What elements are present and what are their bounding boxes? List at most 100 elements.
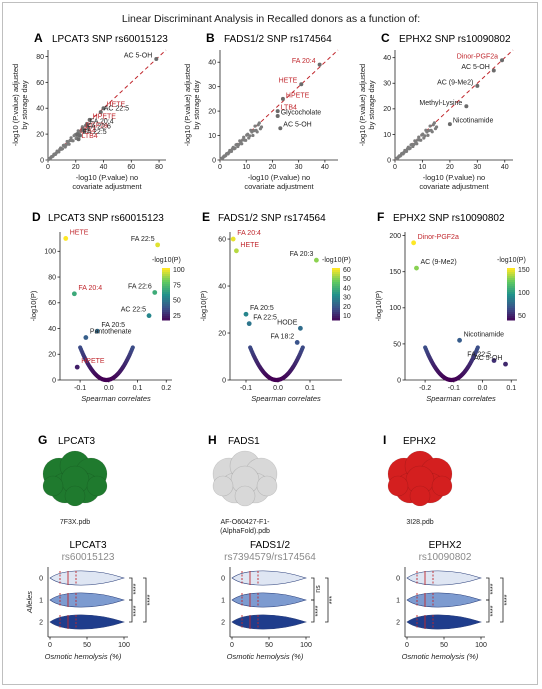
x-axis-label: Osmotic hemolysis (%) xyxy=(227,652,304,661)
y-tick-label: 100 xyxy=(44,249,56,256)
y-tick-label: 40 xyxy=(36,106,44,113)
x-axis-label: covariate adjustment xyxy=(72,182,142,191)
background-point xyxy=(259,125,264,129)
x-tick-label: -0.1 xyxy=(74,385,86,392)
x-tick-label: 50 xyxy=(265,642,273,649)
violin-snp-label: rs60015123 xyxy=(62,552,115,563)
data-point xyxy=(74,364,80,370)
point-label: HPETE xyxy=(286,92,310,99)
background-point xyxy=(408,146,412,150)
violin-shape xyxy=(231,592,307,608)
data-point xyxy=(84,123,89,128)
legend-swatch xyxy=(507,312,515,315)
significance-label: **** xyxy=(490,605,497,616)
allele-tick-label: 2 xyxy=(396,620,400,627)
data-point xyxy=(447,122,452,127)
background-point xyxy=(415,142,419,146)
x-tick-label: 0.0 xyxy=(478,385,488,392)
violin-gene-label: LPCAT3 xyxy=(69,540,106,551)
background-point xyxy=(57,150,61,154)
panel-title: EPHX2 xyxy=(403,436,436,447)
legend-swatch xyxy=(332,286,340,289)
structure-blob xyxy=(64,485,86,507)
y-axis-label-group: -log10 (P.value) adjusted by storage day xyxy=(11,64,29,146)
y-tick-label: 0 xyxy=(387,157,391,164)
y-tick-label: 80 xyxy=(48,274,56,281)
legend-swatch xyxy=(332,270,340,273)
allele-tick-label: 2 xyxy=(221,620,225,627)
y-tick-label: 80 xyxy=(36,54,44,61)
legend-swatch xyxy=(507,302,515,305)
background-point xyxy=(419,138,423,142)
legend-swatch xyxy=(332,312,340,315)
background-point xyxy=(229,149,234,153)
scatter-panel-a: A LPCAT3 SNP rs60015123 00 20 20 40 40 60 60 80 80… xyxy=(11,31,168,191)
legend-swatch xyxy=(332,268,340,271)
point-label: Nicotinamide xyxy=(464,331,505,338)
y-axis-label: -log10(P) xyxy=(199,290,208,321)
y-tick-label: 0 xyxy=(52,377,56,384)
legend-swatch xyxy=(162,306,170,309)
panel-letter: C xyxy=(381,31,390,45)
data-point xyxy=(101,106,106,111)
x-axis-label: -log10 (P.value) no xyxy=(76,173,138,182)
significance-label: **** xyxy=(315,605,322,616)
panel-letter: G xyxy=(38,433,47,447)
legend-swatch xyxy=(332,308,340,311)
y-tick-label: 50 xyxy=(393,341,401,348)
x-tick-label: 40 xyxy=(501,164,509,171)
legend-swatch xyxy=(162,294,170,297)
background-point xyxy=(130,345,135,350)
x-axis-label: covariate adjustment xyxy=(244,182,314,191)
x-tick-label: 50 xyxy=(440,642,448,649)
background-point xyxy=(87,125,91,130)
volcano-panel-f: F EPHX2 SNP rs10090802 -0.2 -0.1 0.0 0.1 0 50 10… xyxy=(374,210,530,403)
point-label: FA 20:3 xyxy=(290,251,314,258)
data-point xyxy=(457,337,462,343)
legend-swatch xyxy=(507,310,515,313)
panel-letter: I xyxy=(383,433,386,447)
legend-swatch xyxy=(332,310,340,313)
legend-swatch xyxy=(332,280,340,283)
legend-swatch xyxy=(332,304,340,307)
point-label: FA 20:4 xyxy=(78,285,102,292)
axes xyxy=(217,50,338,163)
axes xyxy=(227,232,342,383)
axes xyxy=(229,567,310,640)
legend-swatch xyxy=(332,306,340,309)
structure-file-label: 3I28.pdb xyxy=(406,519,433,526)
allele-tick-label: 1 xyxy=(221,598,225,605)
x-tick-label: 40 xyxy=(321,164,329,171)
legend-swatch xyxy=(507,268,515,271)
panel-title: EPHX2 SNP rs10090802 xyxy=(399,34,511,45)
legend-swatch xyxy=(332,288,340,291)
legend-swatch xyxy=(332,278,340,281)
data-point xyxy=(83,335,89,340)
legend-swatch xyxy=(332,298,340,301)
legend-tick-label: 50 xyxy=(173,298,181,305)
x-axis-label: Osmotic hemolysis (%) xyxy=(402,652,479,661)
legend-swatch xyxy=(507,278,515,281)
data-point xyxy=(500,58,505,63)
legend-swatch xyxy=(507,274,515,277)
structure-blob xyxy=(86,475,108,497)
point-label: FA 22:5 xyxy=(467,352,491,359)
y-axis-label: -log10(P) xyxy=(374,290,383,321)
significance-label: **** xyxy=(504,594,511,605)
structure-blob xyxy=(212,475,234,497)
background-point xyxy=(237,142,241,147)
background-point xyxy=(251,133,255,138)
allele-tick-label: 1 xyxy=(39,598,43,605)
point-label: PGF2a xyxy=(86,122,108,129)
point-label: HETE xyxy=(107,102,126,109)
background-point xyxy=(434,125,439,129)
x-axis-label: Osmotic hemolysis (%) xyxy=(45,652,122,661)
panel-title: LPCAT3 SNP rs60015123 xyxy=(52,34,168,45)
x-tick-label: 100 xyxy=(300,642,312,649)
legend-tick-label: 25 xyxy=(173,313,181,320)
legend-swatch xyxy=(507,270,515,273)
legend-swatch xyxy=(162,272,170,275)
point-label: FA 20:5 xyxy=(101,322,125,329)
